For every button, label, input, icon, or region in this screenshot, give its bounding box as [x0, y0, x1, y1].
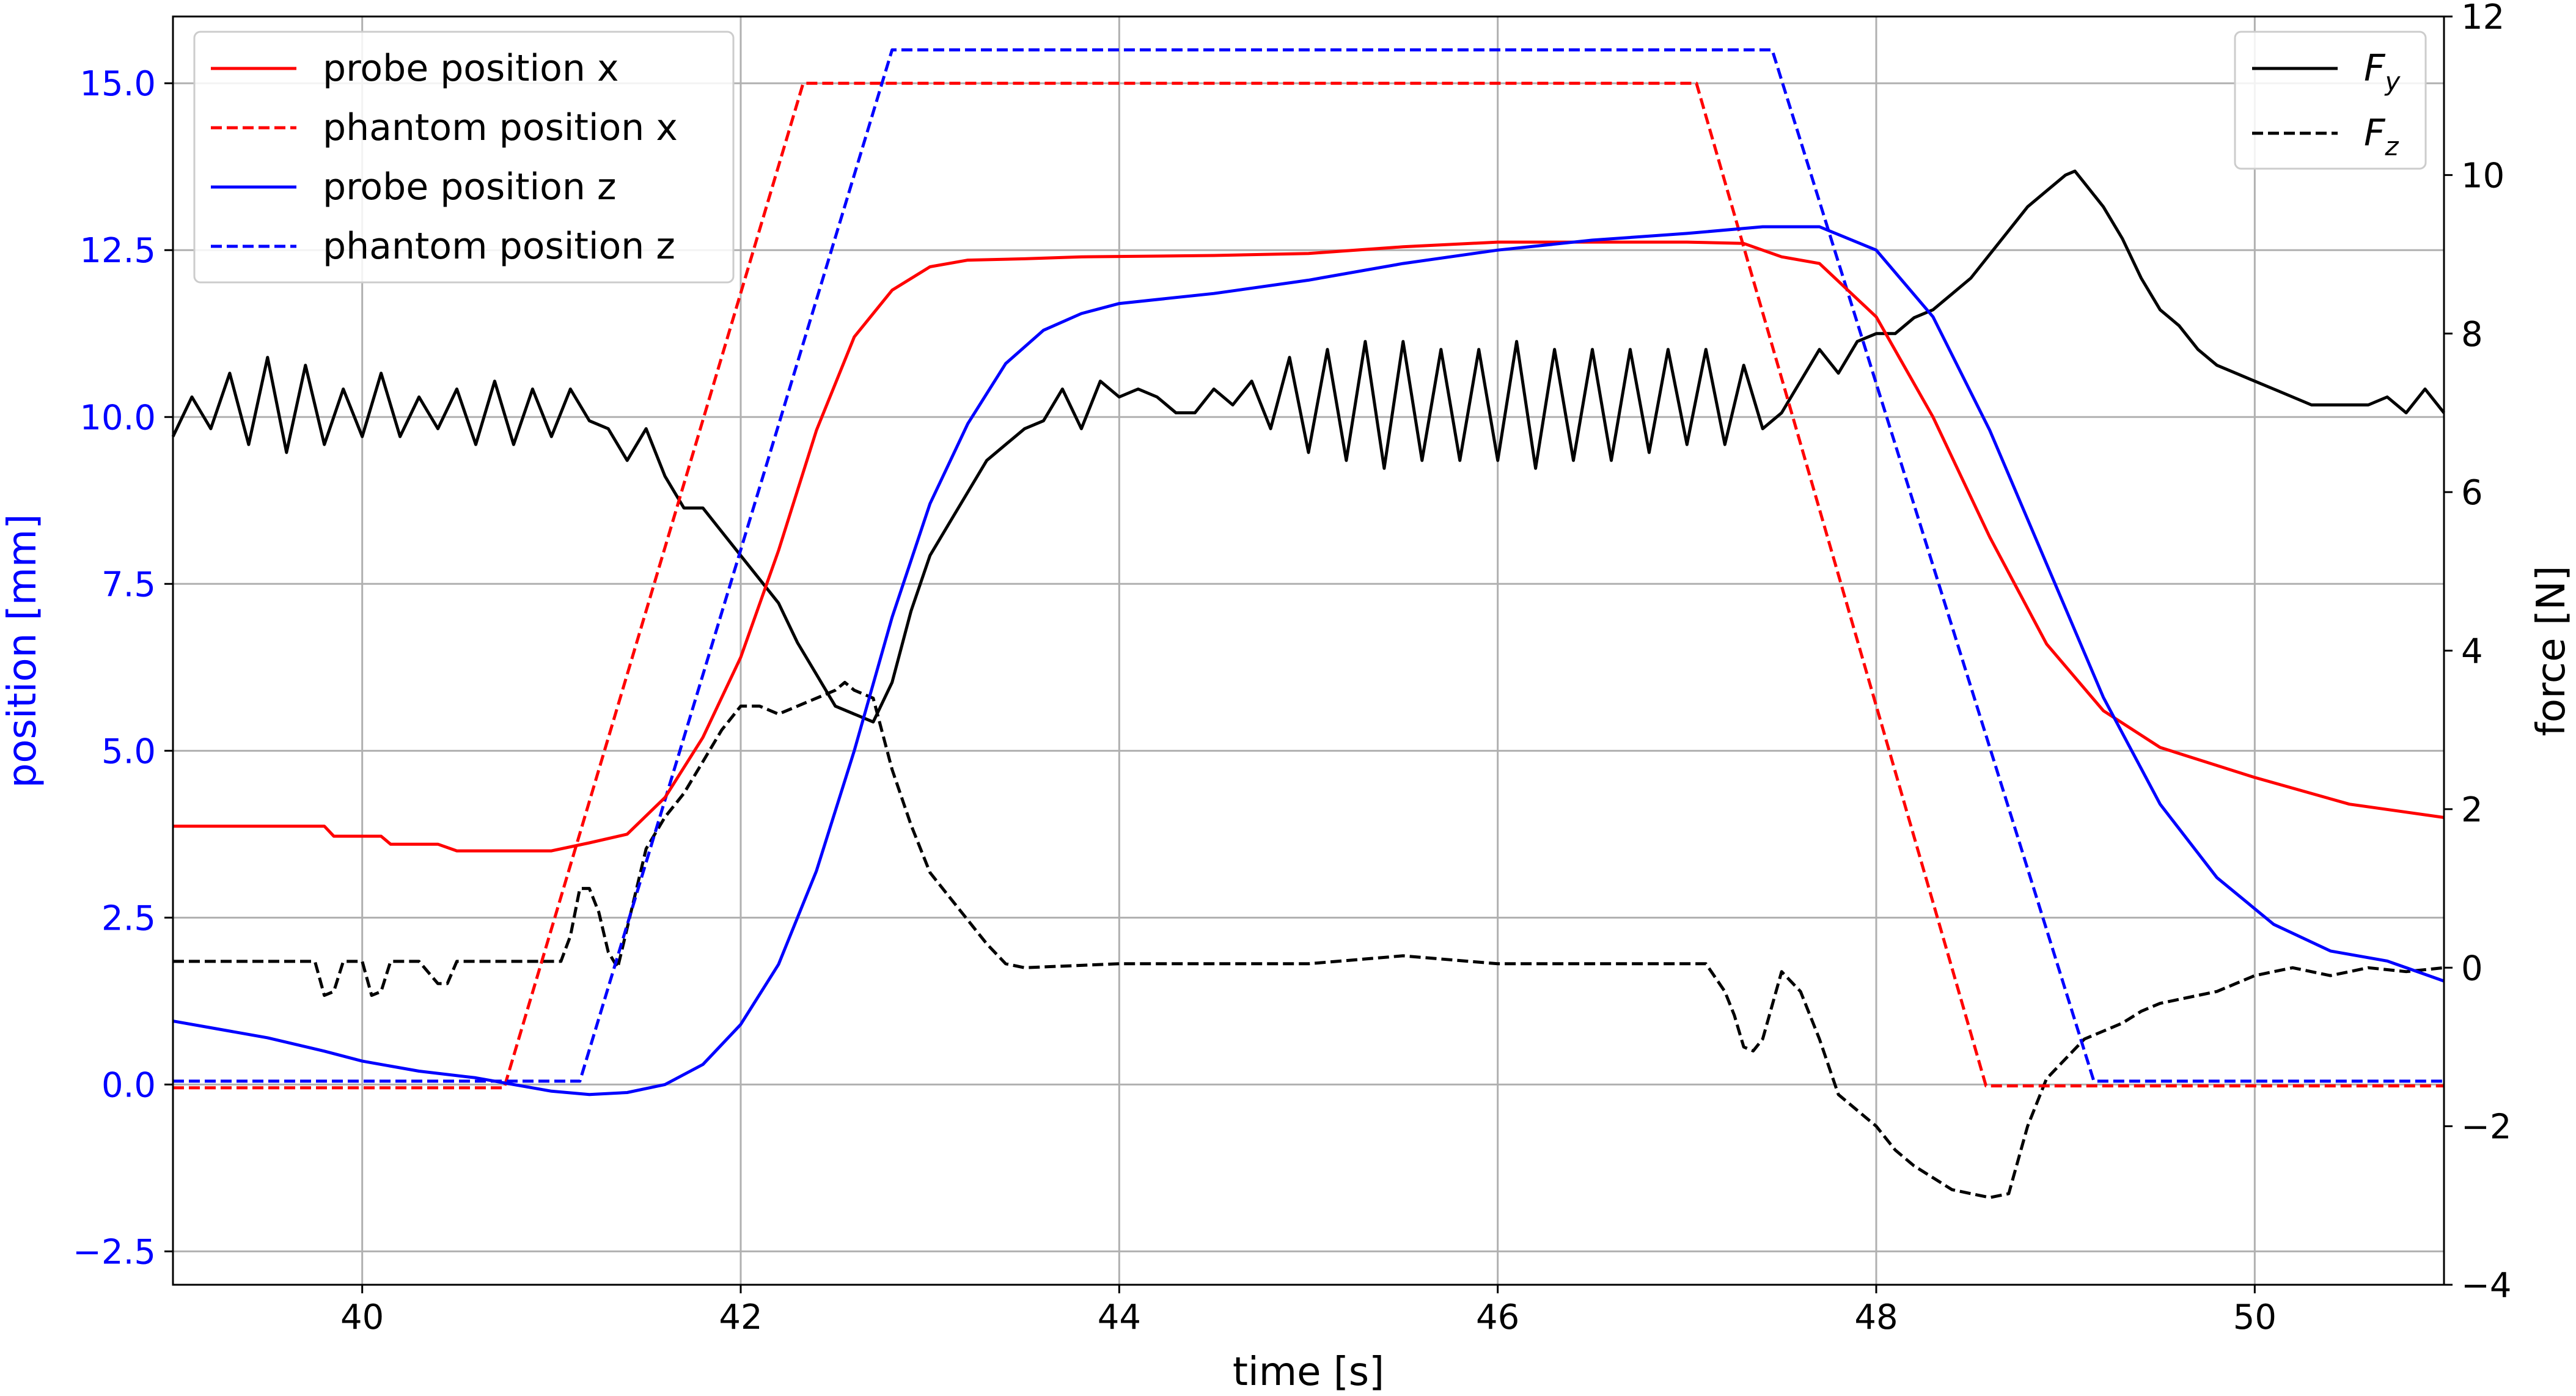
left-tick-label: 15.0: [79, 64, 156, 104]
right-axis-label: force [N]: [2529, 565, 2574, 736]
left-tick-label: 5.0: [101, 732, 156, 771]
series-line-probe-position-z: [172, 225, 2445, 1097]
right-tick-label: 8: [2461, 315, 2483, 355]
series-line-probe-position-x: [173, 240, 2445, 853]
x-axis-label: time [s]: [1233, 1350, 1384, 1395]
right-tick-label: 12: [2461, 0, 2504, 37]
legend-label-probe-z: probe position z: [323, 166, 616, 208]
left-tick-label: 0.0: [101, 1065, 156, 1105]
right-tick-label: 10: [2461, 156, 2504, 196]
series-line-phantom-position-x: [173, 81, 2444, 1090]
left-axis-label: position [mm]: [0, 514, 45, 788]
x-axis-ticks: 40 42 44 46 48 50: [340, 1285, 2277, 1337]
series-line-f-y: [171, 169, 2445, 724]
x-tick-label: 42: [719, 1298, 762, 1337]
legend-label-probe-x: probe position x: [323, 47, 618, 90]
right-tick-label: 4: [2461, 632, 2483, 672]
right-tick-label: −2: [2461, 1108, 2512, 1147]
right-tick-label: −4: [2461, 1266, 2512, 1306]
plot-frame: [172, 15, 2445, 1286]
legend-label-phantom-x: phantom position x: [323, 106, 678, 149]
right-tick-label: 0: [2461, 949, 2483, 988]
legend-label-phantom-z: phantom position z: [323, 225, 675, 268]
left-axis-ticks: −2.5 0.0 2.5 5.0 7.5 10.0 12.5 15.0: [73, 64, 173, 1272]
left-tick-label: 2.5: [101, 898, 156, 938]
left-tick-label: 7.5: [101, 565, 156, 604]
legend-right-box: [2234, 31, 2427, 170]
legend-left: probe position x phantom position x prob…: [193, 31, 735, 284]
right-axis-ticks: −4 −2 0 2 4 6 8 10 12: [2444, 0, 2512, 1306]
plot-lines: [171, 48, 2445, 1199]
x-tick-label: 50: [2233, 1298, 2277, 1337]
legend-left-box: [193, 31, 735, 284]
left-tick-label: 12.5: [79, 231, 156, 271]
x-tick-label: 44: [1098, 1298, 1141, 1337]
x-tick-label: 40: [340, 1298, 384, 1337]
legend-label-fy: Fy: [2364, 47, 2401, 97]
series-line-f-z: [173, 680, 2445, 1199]
x-tick-label: 48: [1854, 1298, 1898, 1337]
left-tick-label: −2.5: [73, 1232, 156, 1272]
x-tick-label: 46: [1476, 1298, 1519, 1337]
left-tick-label: 10.0: [79, 398, 156, 438]
right-tick-label: 6: [2461, 473, 2483, 513]
right-tick-label: 2: [2461, 790, 2483, 830]
legend-right: Fy Fz: [2234, 31, 2427, 170]
series-line-phantom-position-z: [173, 48, 2444, 1083]
